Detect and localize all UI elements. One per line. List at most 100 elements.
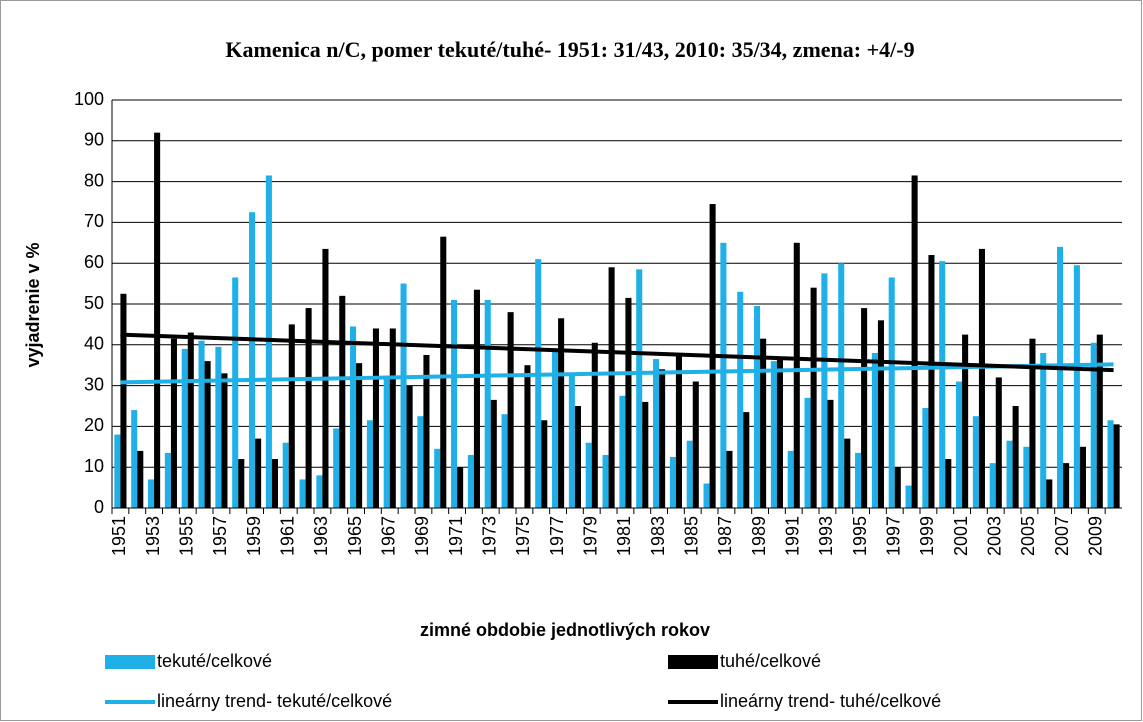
bar <box>962 334 969 508</box>
bar <box>972 416 979 508</box>
bar <box>770 361 777 508</box>
legend-label: lineárny trend- tuhé/celkové <box>720 691 941 711</box>
bar <box>1073 265 1080 508</box>
bar <box>1012 406 1019 508</box>
bar <box>148 479 155 508</box>
bar <box>501 414 508 508</box>
bar <box>187 332 194 508</box>
bar <box>417 416 424 508</box>
bar <box>754 306 761 508</box>
x-tick-label: 2003 <box>985 516 1005 556</box>
y-tick-label: 100 <box>74 89 104 109</box>
x-tick-label: 2007 <box>1052 516 1072 556</box>
bar <box>389 328 396 508</box>
legend-swatch <box>105 655 155 669</box>
y-tick-label: 70 <box>84 211 104 231</box>
bar <box>653 359 660 508</box>
bar <box>131 410 138 508</box>
bar <box>568 373 575 508</box>
bar <box>232 277 239 508</box>
bar <box>619 395 626 508</box>
x-tick-label: 1975 <box>513 516 533 556</box>
y-tick-label: 50 <box>84 293 104 313</box>
bar <box>911 175 918 509</box>
bar <box>810 287 817 508</box>
bar <box>692 381 699 508</box>
bar <box>1040 352 1047 508</box>
bar <box>1023 446 1030 508</box>
bar <box>871 352 878 508</box>
x-tick-label: 2005 <box>1018 516 1038 556</box>
bar <box>198 340 205 508</box>
bar <box>467 454 474 508</box>
x-tick-label: 1957 <box>210 516 230 556</box>
bar <box>894 467 901 508</box>
x-tick-label: 1967 <box>379 516 399 556</box>
y-tick-label: 60 <box>84 252 104 272</box>
x-tick-label: 1999 <box>917 516 937 556</box>
bar <box>305 308 312 508</box>
x-tick-label: 1993 <box>816 516 836 556</box>
bar <box>669 457 676 508</box>
bar <box>1107 420 1114 508</box>
bar <box>339 295 346 508</box>
bar <box>316 475 323 508</box>
x-tick-label: 1953 <box>143 516 163 556</box>
bar <box>821 273 828 508</box>
bar <box>760 338 767 508</box>
bar <box>945 459 952 508</box>
bar <box>804 397 811 508</box>
x-tick-label: 1981 <box>614 516 634 556</box>
bar <box>1046 479 1053 508</box>
bar <box>956 381 963 508</box>
bar <box>137 450 144 508</box>
x-tick-label: 1961 <box>278 516 298 556</box>
bar <box>204 361 211 508</box>
x-tick-label: 1955 <box>177 516 197 556</box>
legend-label: lineárny trend- tekuté/celkové <box>157 691 392 711</box>
bar <box>905 485 912 508</box>
bar <box>602 454 609 508</box>
bar <box>939 261 946 508</box>
bar <box>524 365 531 508</box>
bar <box>922 408 929 508</box>
bar <box>215 346 222 508</box>
bar <box>299 479 306 508</box>
bar <box>625 297 632 508</box>
bar <box>440 236 447 508</box>
bar <box>574 406 581 508</box>
chart-title: Kamenica n/C, pomer tekuté/tuhé- 1951: 3… <box>225 37 915 62</box>
bar <box>333 428 340 508</box>
bar <box>383 377 390 508</box>
trend-line <box>120 362 1114 385</box>
bar <box>855 452 862 508</box>
bar <box>978 248 985 509</box>
bar <box>737 291 744 508</box>
bar <box>686 440 693 508</box>
bar <box>400 283 407 508</box>
bar <box>238 459 245 508</box>
legend-label: tekuté/celkové <box>157 651 272 671</box>
bar <box>659 369 666 508</box>
bar <box>507 312 514 508</box>
x-tick-label: 2001 <box>951 516 971 556</box>
x-tick-label: 2009 <box>1086 516 1106 556</box>
bar <box>490 399 497 508</box>
bar <box>164 452 171 508</box>
legend-label: tuhé/celkové <box>720 651 821 671</box>
bar <box>585 442 592 508</box>
bar <box>356 363 363 508</box>
bar <box>591 342 598 508</box>
bar <box>675 355 682 508</box>
bar <box>776 359 783 508</box>
bar <box>787 450 794 508</box>
bar <box>541 420 548 508</box>
y-tick-label: 90 <box>84 130 104 150</box>
y-tick-label: 20 <box>84 415 104 435</box>
bar <box>1090 342 1097 508</box>
x-tick-label: 1971 <box>446 516 466 556</box>
bar <box>423 355 430 508</box>
bar <box>535 259 542 508</box>
x-tick-label: 1987 <box>715 516 735 556</box>
bar <box>1063 463 1070 508</box>
